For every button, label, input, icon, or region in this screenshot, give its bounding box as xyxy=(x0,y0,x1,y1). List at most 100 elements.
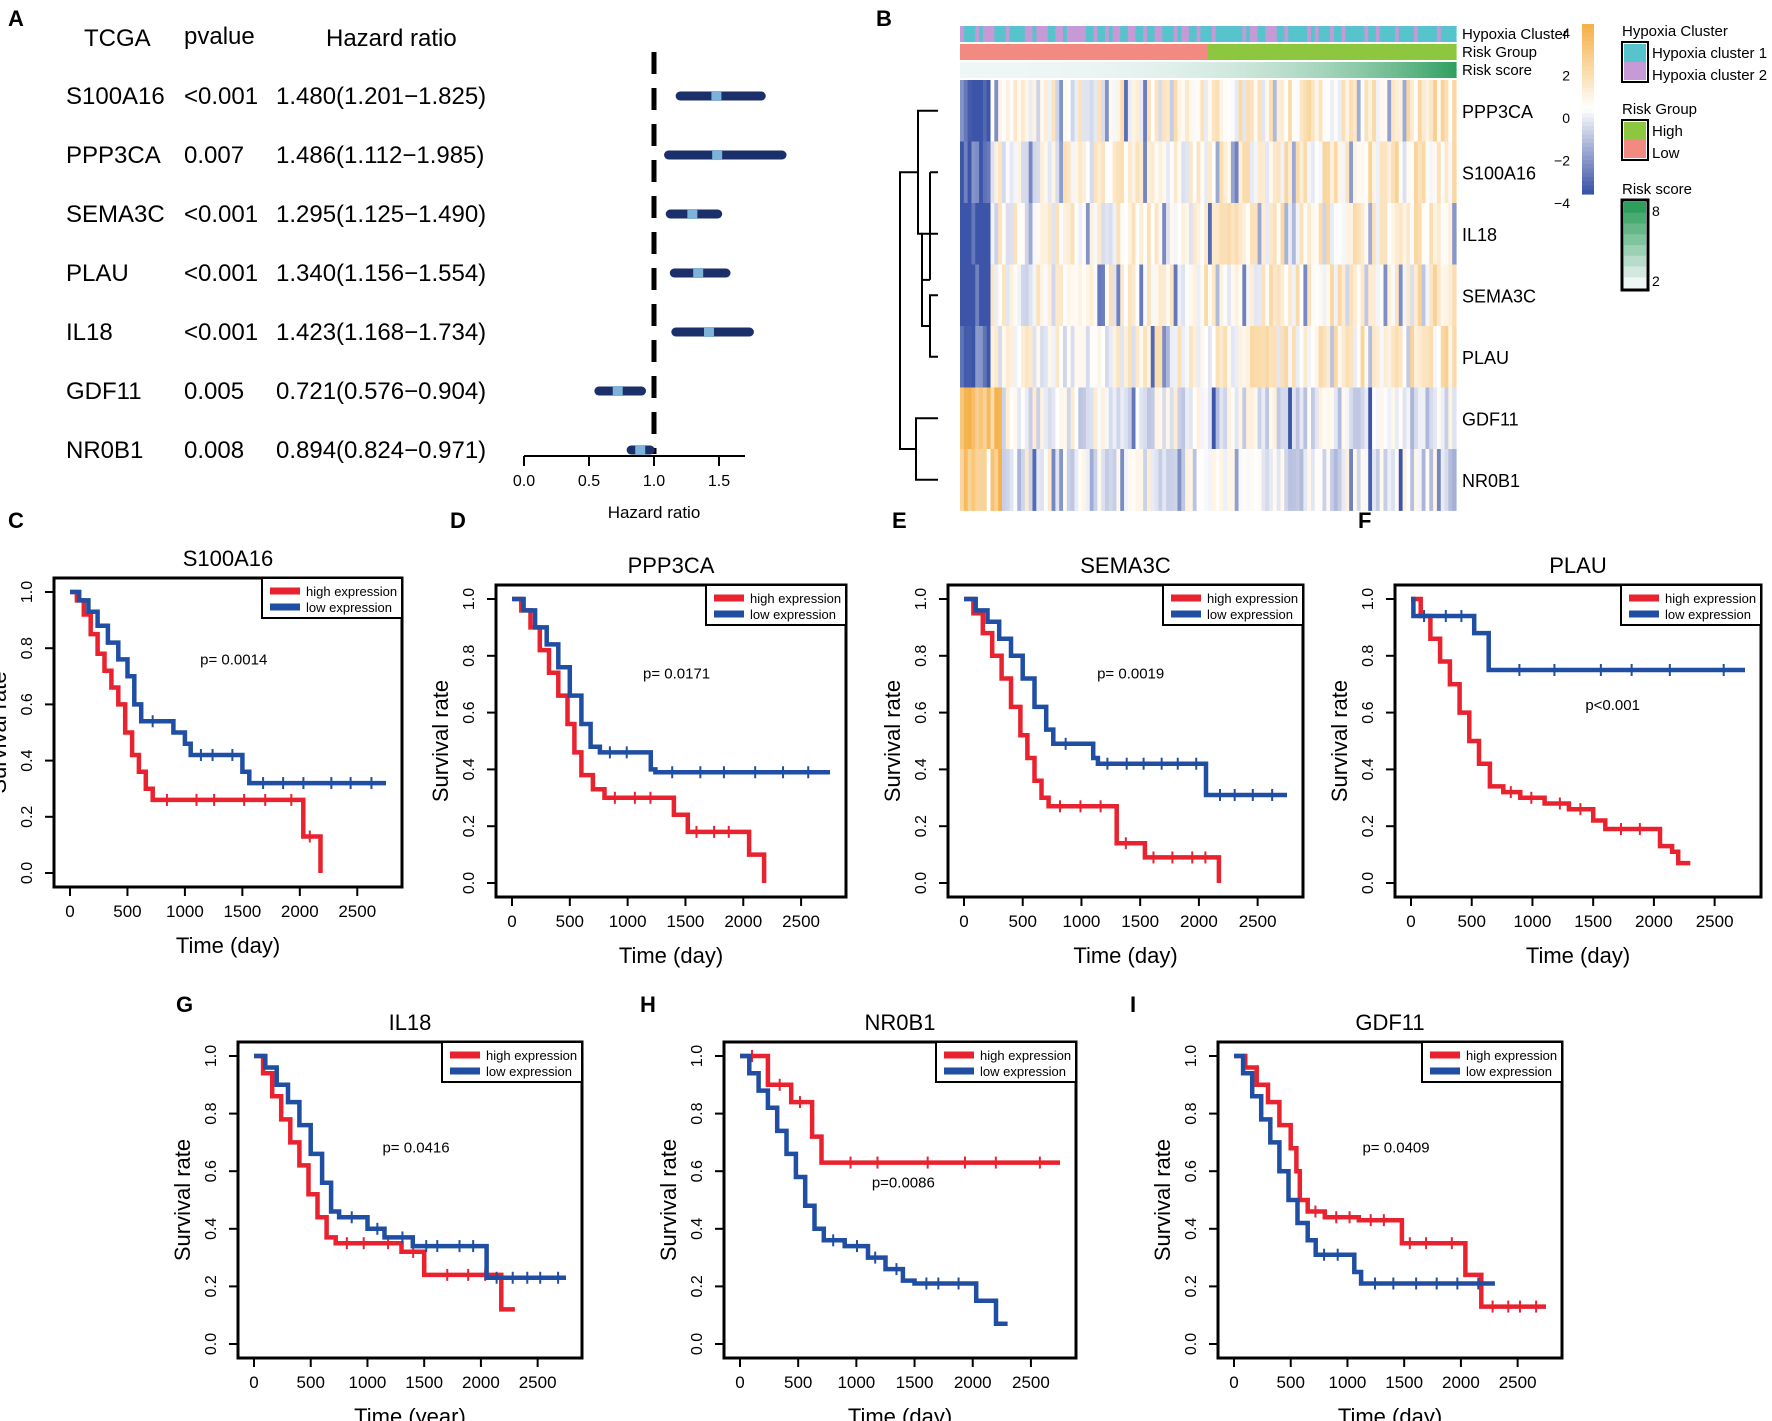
heatmap-cell xyxy=(1108,326,1114,388)
risk-score-cell xyxy=(1448,62,1453,78)
risk-score-cell xyxy=(1043,62,1049,78)
heatmap-cell xyxy=(1085,264,1091,327)
heatmap-cell xyxy=(1410,387,1415,450)
heatmap-cell xyxy=(1009,387,1015,450)
heatmap-cell xyxy=(1356,264,1362,327)
heatmap-cell xyxy=(1074,203,1079,265)
heatmap-cell xyxy=(1078,387,1083,450)
heatmap-cell xyxy=(1246,326,1251,388)
heatmap-cell xyxy=(1417,264,1423,327)
x-tick-label: 1500 xyxy=(1385,1373,1423,1392)
hypoxia-cluster-cell xyxy=(960,26,965,42)
heatmap-cell xyxy=(1181,141,1186,204)
heatmap-cell xyxy=(1318,203,1324,265)
heatmap-cell xyxy=(1272,141,1278,204)
heatmap-cell xyxy=(1238,387,1243,450)
hypoxia-cluster-cell xyxy=(1246,26,1251,42)
heatmap-cell xyxy=(1356,203,1362,265)
risk-group-cell xyxy=(1291,44,1297,60)
heatmap-cell xyxy=(1185,387,1190,450)
p-value: p= 0.0171 xyxy=(643,666,710,683)
risk-score-cell xyxy=(1276,62,1282,78)
risk-group-cell xyxy=(1276,44,1282,60)
heatmap-cell xyxy=(1093,449,1098,511)
heatmap-cell xyxy=(1143,203,1148,265)
heatmap-cell xyxy=(1024,203,1030,265)
risk-group-cell xyxy=(1280,44,1285,60)
hypoxia-cluster-cell xyxy=(1272,26,1278,42)
plot-title: GDF11 xyxy=(1355,1010,1424,1035)
heatmap-cell xyxy=(1177,264,1182,327)
hypoxia-cluster-cell xyxy=(1433,26,1438,42)
heatmap-cell xyxy=(994,141,999,204)
heatmap-cell xyxy=(1356,387,1362,450)
heatmap-cell xyxy=(1112,203,1118,265)
heatmap-cell xyxy=(1173,264,1179,327)
heatmap-cell xyxy=(1032,80,1037,142)
heatmap-cell xyxy=(960,141,965,204)
legend-score-step xyxy=(1624,277,1646,289)
hypoxia-cluster-cell xyxy=(1112,26,1118,42)
heatmap-cell xyxy=(1146,203,1152,265)
heatmap-cell xyxy=(975,264,980,327)
forest-gene-SEMA3C: SEMA3C xyxy=(66,201,165,228)
heatmap-cell xyxy=(1414,80,1419,142)
y-tick-label: 0.2 xyxy=(1360,815,1377,837)
x-axis-label: Time (day) xyxy=(1073,943,1177,968)
heatmap-cell xyxy=(1368,326,1373,388)
heatmap-cell xyxy=(1104,203,1110,265)
heatmap-cell xyxy=(1135,449,1140,511)
heatmap-cell xyxy=(1223,80,1228,142)
legend-label-low: low expression xyxy=(1665,607,1751,622)
heatmap-cell xyxy=(1349,326,1354,388)
panel-label-e: E xyxy=(892,508,907,533)
heatmap-cell xyxy=(963,141,969,204)
heatmap-cell xyxy=(1402,80,1407,142)
heatmap-cell xyxy=(998,264,1003,327)
risk-score-cell xyxy=(1341,62,1346,78)
heatmap-cell xyxy=(1272,326,1278,388)
legend-label-high: high expression xyxy=(980,1048,1071,1063)
heatmap-cell xyxy=(1280,387,1285,450)
heatmap-cell xyxy=(990,264,995,327)
heatmap-cell xyxy=(1448,326,1453,388)
hypoxia-cluster-cell xyxy=(1154,26,1159,42)
heatmap-cell xyxy=(1024,449,1030,511)
y-tick-label: 0.6 xyxy=(19,693,36,715)
risk-score-cell xyxy=(1269,62,1274,78)
panel-label-f: F xyxy=(1358,508,1371,533)
heatmap-cell xyxy=(1154,449,1159,511)
risk-score-cell xyxy=(960,62,965,78)
hypoxia-cluster-cell xyxy=(1280,26,1285,42)
heatmap-cell xyxy=(1269,387,1274,450)
panel-label-c: C xyxy=(8,508,24,533)
risk-group-cell xyxy=(1108,44,1114,60)
heatmap-cell xyxy=(1387,326,1392,388)
panel-labels: A BC D E FG H I xyxy=(8,6,1371,1017)
survival-curve-low xyxy=(740,1053,1008,1327)
heatmap-cell xyxy=(1135,80,1140,142)
heatmap-cell xyxy=(1143,264,1148,327)
heatmap-cell xyxy=(1230,449,1236,511)
heatmap-cell xyxy=(975,80,980,142)
heatmap-cell xyxy=(1005,326,1011,388)
risk-score-cell xyxy=(1253,62,1259,78)
color-scale-tick: 0 xyxy=(1562,110,1570,126)
x-tick-label: 0 xyxy=(249,1373,258,1392)
legend-label-low: low expression xyxy=(486,1064,572,1079)
heatmap-cell xyxy=(1036,326,1041,388)
risk-group-cell xyxy=(1154,44,1159,60)
color-scale-step xyxy=(1582,104,1594,110)
heatmap-cell xyxy=(979,80,984,142)
legend-score-tick-low: 2 xyxy=(1652,273,1660,289)
heatmap-cell xyxy=(1131,326,1137,388)
risk-group-cell xyxy=(1452,44,1457,60)
heatmap-cell xyxy=(1078,203,1083,265)
hypoxia-cluster-cell xyxy=(1349,26,1354,42)
heatmap-cell xyxy=(1150,264,1156,327)
heatmap-cell xyxy=(1036,80,1041,142)
risk-group-cell xyxy=(1055,44,1060,60)
risk-group-cell xyxy=(1021,44,1026,60)
color-scale-step xyxy=(1582,109,1594,114)
hypoxia-cluster-cell xyxy=(1230,26,1236,42)
